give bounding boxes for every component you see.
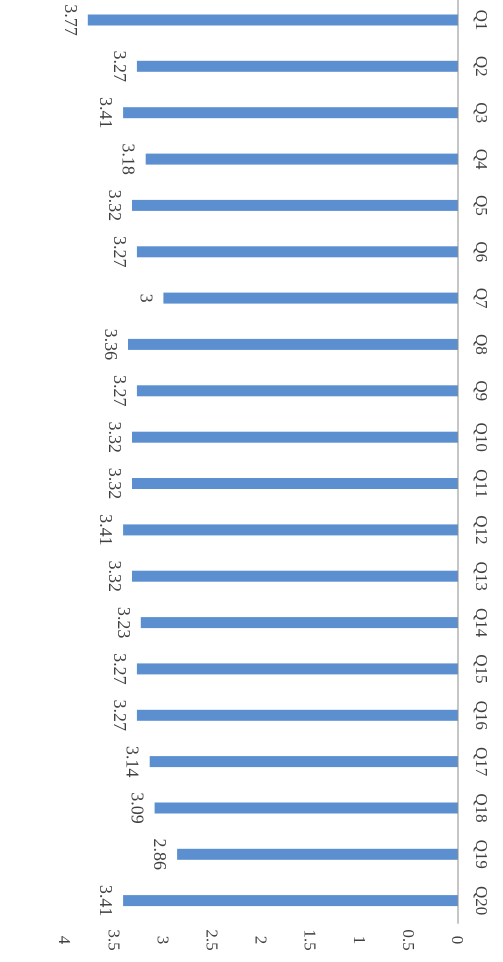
bar-q20 <box>123 895 458 907</box>
data-label-q5: 3.32 <box>105 190 125 222</box>
bar-q15 <box>136 663 458 675</box>
data-label-q10: 3.32 <box>105 421 125 453</box>
data-label-q4: 3.18 <box>119 143 139 175</box>
category-tick-label-q15: Q15 <box>472 654 491 683</box>
data-label-q12: 3.41 <box>96 514 116 546</box>
bar-q16 <box>136 709 458 721</box>
data-label-q9: 3.27 <box>110 375 130 407</box>
bar-q14 <box>140 617 459 629</box>
bar-q17 <box>149 756 458 768</box>
category-tick-label-q20: Q20 <box>472 886 491 915</box>
category-tick-label-q13: Q13 <box>472 562 491 591</box>
category-tick-label-q10: Q10 <box>472 423 491 452</box>
bar-q4 <box>145 153 458 165</box>
data-label-q16: 3.27 <box>110 700 130 732</box>
category-tick-label-q14: Q14 <box>472 608 491 638</box>
bar-q6 <box>136 246 458 258</box>
category-tick-label-q17: Q17 <box>472 747 491 777</box>
data-label-q13: 3.32 <box>105 560 125 592</box>
category-tick-label-q5: Q5 <box>472 195 491 216</box>
value-tick-label-4: 4 <box>55 936 74 945</box>
category-tick-label-q9: Q9 <box>472 380 491 401</box>
bar-q9 <box>136 385 458 397</box>
data-label-q14: 3.23 <box>114 607 134 639</box>
data-labels-layer: 3.773.273.413.183.323.2733.363.273.323.3… <box>61 4 170 916</box>
bar-q11 <box>132 478 458 489</box>
value-tick-label-1: 1 <box>350 936 369 945</box>
category-tick-label-q12: Q12 <box>472 515 491 544</box>
value-tick-label-2: 2 <box>252 936 271 945</box>
bar-q18 <box>154 802 458 814</box>
data-label-q6: 3.27 <box>110 236 130 268</box>
data-label-q8: 3.36 <box>101 329 121 361</box>
category-tick-label-q7: Q7 <box>472 288 491 309</box>
category-tick-label-q4: Q4 <box>472 149 491 170</box>
data-label-q18: 3.09 <box>128 792 148 824</box>
bar-q13 <box>132 570 458 582</box>
bar-q8 <box>128 338 458 350</box>
bar-q3 <box>123 107 458 119</box>
value-tick-label-3-5: 3.5 <box>104 929 123 950</box>
bar-q5 <box>132 199 458 211</box>
category-tick-label-q18: Q18 <box>472 793 491 822</box>
bar-q19 <box>177 848 458 860</box>
data-label-q2: 3.27 <box>110 51 130 83</box>
data-label-q1: 3.77 <box>61 4 81 36</box>
data-label-q20: 3.41 <box>96 885 116 917</box>
category-tick-label-q1: Q1 <box>472 10 491 31</box>
value-tick-label-3: 3 <box>153 936 172 945</box>
axes-layer: Q1 Q2 Q3 Q4 Q5 Q6 Q7 Q8 Q9 Q10 Q11 Q12 Q13 Q14 Q15 Q16 Q… <box>55 0 491 951</box>
category-tick-label-q16: Q16 <box>472 701 491 730</box>
bars-layer <box>87 14 459 907</box>
data-label-q15: 3.27 <box>110 653 130 685</box>
data-label-q3: 3.41 <box>96 97 116 128</box>
data-label-q7: 3 <box>136 294 156 303</box>
category-tick-label-q11: Q11 <box>472 469 491 498</box>
data-label-q19: 2.86 <box>150 839 170 871</box>
category-tick-label-q19: Q19 <box>472 840 491 869</box>
bar-q7 <box>163 292 458 304</box>
value-tick-label-1-5: 1.5 <box>301 929 320 950</box>
value-tick-label-0: 0 <box>448 936 467 945</box>
category-tick-label-q2: Q2 <box>472 56 491 77</box>
bar-q1 <box>87 14 459 26</box>
value-tick-label-2-5: 2.5 <box>203 929 222 950</box>
bar-q2 <box>136 60 458 72</box>
bar-q12 <box>123 524 458 536</box>
value-tick-label-0-5: 0.5 <box>399 929 418 950</box>
data-label-q11: 3.32 <box>105 468 125 500</box>
data-label-q17: 3.14 <box>123 746 143 778</box>
category-tick-label-q8: Q8 <box>472 334 491 355</box>
category-tick-label-q3: Q3 <box>472 102 491 123</box>
category-tick-label-q6: Q6 <box>472 241 491 262</box>
bar-q10 <box>132 431 458 443</box>
